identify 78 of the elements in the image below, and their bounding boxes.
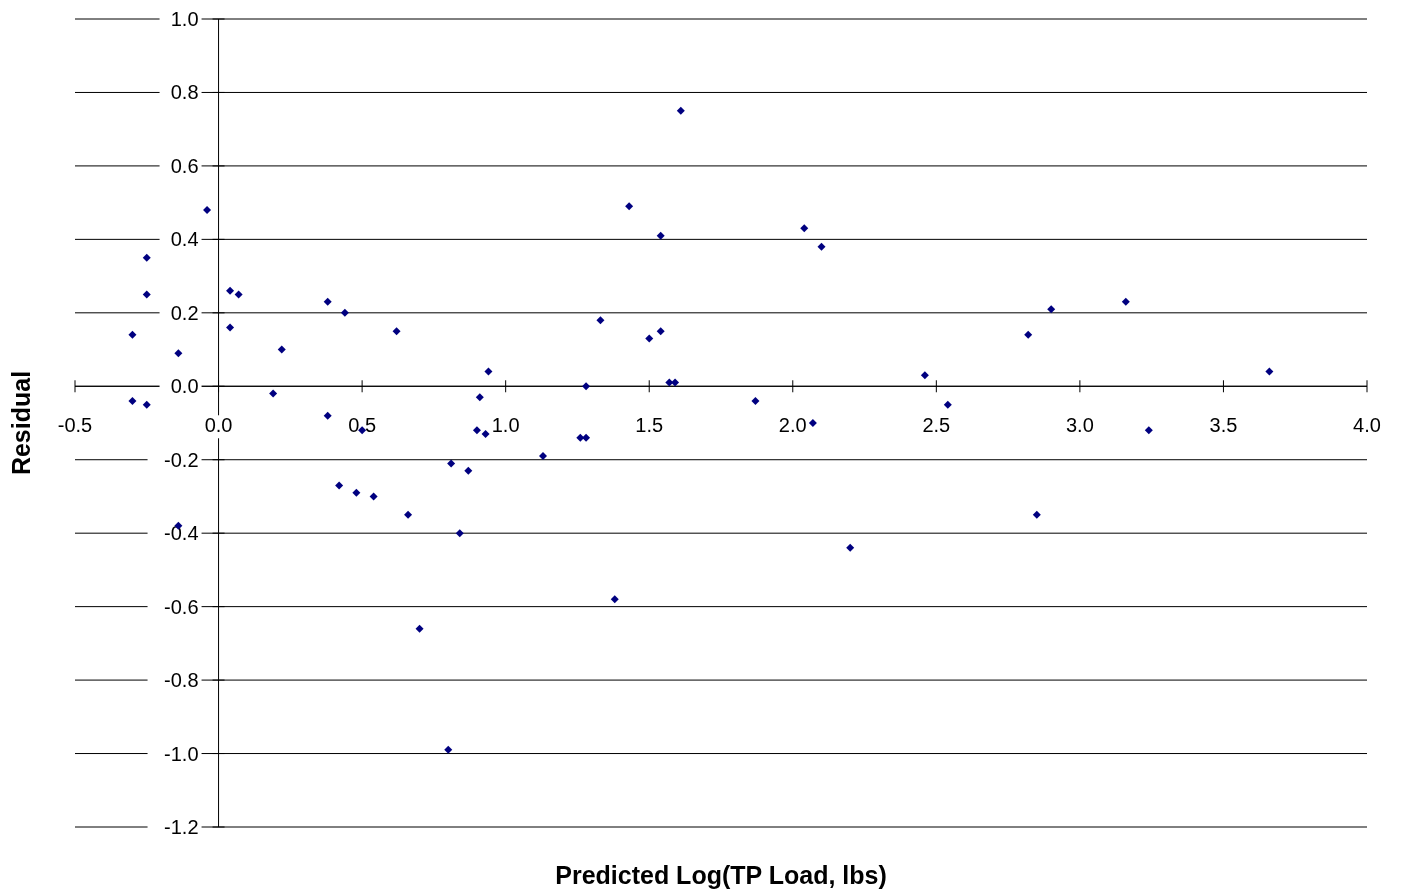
point bbox=[576, 433, 585, 442]
point bbox=[174, 349, 183, 358]
point bbox=[455, 529, 464, 538]
point bbox=[323, 297, 332, 306]
y-tick-label: 0.6 bbox=[170, 154, 199, 177]
y-tick-label: 0.4 bbox=[170, 228, 199, 251]
point bbox=[817, 242, 826, 251]
point bbox=[846, 543, 855, 552]
point bbox=[464, 466, 473, 475]
y-tick-label: 0.2 bbox=[170, 301, 199, 324]
point bbox=[671, 378, 680, 387]
point bbox=[751, 396, 760, 405]
y-tick-label: 0.8 bbox=[170, 81, 199, 104]
point bbox=[610, 595, 619, 604]
point bbox=[234, 290, 243, 299]
point bbox=[538, 452, 547, 461]
x-tick-label: -0.5 bbox=[57, 414, 93, 437]
x-tick-label: 0.5 bbox=[348, 414, 377, 437]
point bbox=[808, 419, 817, 427]
x-tick-label: 2.5 bbox=[922, 414, 951, 437]
point bbox=[392, 327, 401, 336]
point bbox=[340, 308, 349, 317]
x-tick-label: 1.5 bbox=[635, 414, 664, 437]
point bbox=[1144, 426, 1153, 435]
x-tick-label: 4.0 bbox=[1353, 414, 1381, 437]
x-tick-label: 0.0 bbox=[204, 414, 233, 437]
y-tick-label: 0.0 bbox=[170, 375, 199, 398]
x-tick-label: 3.0 bbox=[1065, 414, 1094, 437]
point bbox=[404, 510, 413, 519]
point bbox=[269, 389, 278, 398]
point bbox=[582, 433, 591, 442]
point bbox=[1047, 305, 1056, 314]
point bbox=[444, 745, 453, 754]
y-axis-title: Residual bbox=[7, 370, 35, 476]
point bbox=[226, 323, 235, 332]
y-tick-label: -1.2 bbox=[164, 816, 199, 838]
point bbox=[1265, 367, 1274, 376]
y-tick-label: -0.8 bbox=[164, 669, 199, 692]
point bbox=[656, 327, 665, 336]
point bbox=[142, 253, 151, 262]
point bbox=[656, 231, 665, 240]
point bbox=[323, 411, 332, 420]
point bbox=[128, 396, 137, 405]
point bbox=[920, 371, 929, 380]
point bbox=[665, 378, 674, 387]
point bbox=[447, 459, 456, 468]
x-axis-title: Predicted Log(TP Load, lbs) bbox=[555, 861, 887, 889]
y-tick-label: -0.2 bbox=[164, 448, 199, 471]
point bbox=[352, 488, 361, 497]
x-tick-label: 3.5 bbox=[1209, 414, 1238, 437]
point bbox=[335, 481, 344, 490]
point bbox=[800, 224, 809, 233]
point bbox=[676, 106, 685, 115]
point bbox=[484, 367, 493, 376]
point bbox=[943, 400, 952, 409]
point bbox=[277, 345, 286, 354]
point bbox=[1024, 330, 1033, 339]
point bbox=[128, 330, 137, 339]
y-tick-label: -0.6 bbox=[164, 595, 199, 618]
y-tick-label: 1.0 bbox=[170, 8, 199, 30]
point bbox=[472, 426, 481, 435]
point bbox=[142, 400, 151, 409]
point bbox=[142, 290, 151, 299]
point bbox=[645, 334, 654, 343]
x-tick-label: 2.0 bbox=[778, 414, 807, 437]
point bbox=[1121, 297, 1130, 306]
point bbox=[203, 205, 212, 214]
y-tick-label: -1.0 bbox=[164, 742, 199, 765]
point bbox=[415, 624, 424, 633]
point bbox=[625, 202, 634, 211]
point bbox=[1032, 510, 1041, 519]
point bbox=[582, 382, 591, 391]
x-tick-label: 1.0 bbox=[491, 414, 520, 437]
point bbox=[475, 393, 484, 402]
point bbox=[369, 492, 378, 501]
point bbox=[481, 430, 490, 439]
point bbox=[226, 286, 235, 295]
point bbox=[596, 316, 605, 325]
